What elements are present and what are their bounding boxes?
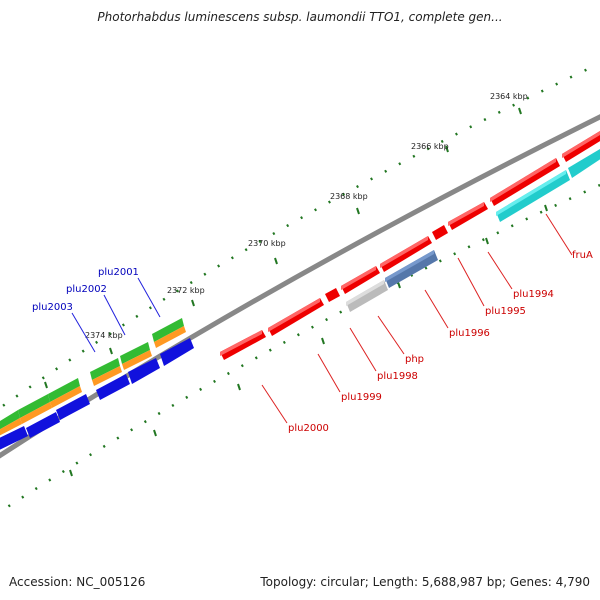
gene-plu1996-bar[interactable] — [385, 250, 438, 288]
forward-strand-features[interactable] — [220, 128, 600, 360]
gene-plu2001-stack[interactable] — [152, 318, 194, 366]
inner-major-ticks — [69, 204, 548, 477]
gene-label-plu2000: plu2000 — [288, 423, 329, 434]
label-leader-lines-left — [71, 277, 161, 353]
gene-label-plu1995: plu1995 — [485, 306, 526, 317]
scale-label-2368: 2368 kbp — [330, 192, 368, 201]
gene-label-plu1999: plu1999 — [341, 392, 382, 403]
map-title: Photorhabdus luminescens subsp. laumondi… — [97, 10, 503, 24]
inner-scale-track — [0, 183, 600, 514]
gene-label-plu1998: plu1998 — [377, 371, 418, 382]
scale-label-2372: 2372 kbp — [167, 286, 205, 295]
gene-label-plu2001: plu2001 — [98, 267, 139, 278]
scale-label-2374: 2374 kbp — [85, 331, 123, 340]
gene-label-plu2003: plu2003 — [32, 302, 73, 313]
scale-labels: 2364 kbp 2366 kbp 2368 kbp 2370 kbp 2372… — [85, 92, 528, 340]
outer-scale-track — [0, 66, 591, 410]
genome-stats-label: Topology: circular; Length: 5,688,987 bp… — [260, 575, 590, 589]
gene-plu2000-arrow[interactable] — [220, 330, 266, 360]
accession-label: Accession: NC_005126 — [9, 575, 146, 589]
gene-fruA-bar[interactable] — [496, 170, 570, 222]
scale-label-2366: 2366 kbp — [411, 142, 449, 151]
gene-label-fruA: fruA — [572, 250, 593, 261]
left-stacked-features[interactable] — [0, 318, 194, 452]
gene-php-bar[interactable] — [346, 280, 388, 312]
label-leader-lines-right — [261, 213, 573, 424]
gene-label-plu1994: plu1994 — [513, 289, 554, 300]
gene-next-arrow[interactable] — [562, 128, 600, 162]
gene-php-arrow[interactable] — [341, 266, 380, 294]
gene-plu1999-arrow[interactable] — [268, 298, 324, 336]
gene-next-bar[interactable] — [568, 146, 600, 178]
gene-labels-right: fruA plu1994 plu1995 plu1996 php plu1998… — [288, 250, 593, 434]
scale-label-2370: 2370 kbp — [248, 239, 286, 248]
gene-plu1994-arrow[interactable] — [448, 202, 488, 230]
gene-plu1995-arrow[interactable] — [432, 225, 448, 240]
outer-major-ticks — [44, 107, 522, 389]
scale-label-2364: 2364 kbp — [490, 92, 528, 101]
gene-plu2003-stack[interactable] — [0, 378, 90, 452]
gene-plu1998-arrow[interactable] — [325, 288, 340, 302]
secondary-features[interactable] — [346, 146, 600, 312]
gene-label-plu1996: plu1996 — [449, 328, 490, 339]
gene-label-plu2002: plu2002 — [66, 284, 107, 295]
gene-plu2002-stack[interactable] — [90, 342, 160, 400]
gene-fruA-arrow[interactable] — [490, 158, 560, 206]
gene-labels-left: plu2001 plu2002 plu2003 — [32, 267, 139, 313]
gene-plu1996-arrow[interactable] — [380, 236, 432, 272]
gene-label-php: php — [405, 354, 424, 365]
